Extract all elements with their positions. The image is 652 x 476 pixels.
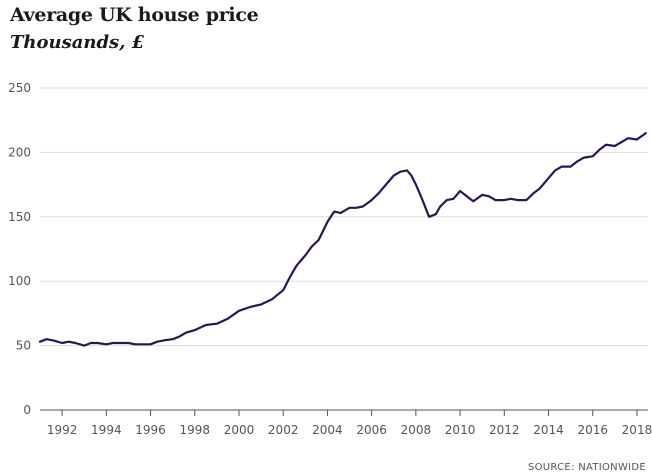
- x-tick-label: 2016: [577, 423, 608, 437]
- x-tick-label: 1992: [47, 423, 78, 437]
- x-tick-label: 1994: [91, 423, 122, 437]
- x-tick-label: 2012: [489, 423, 520, 437]
- x-tick-label: 2014: [533, 423, 564, 437]
- series-layer: [38, 132, 647, 347]
- x-axis: [40, 409, 648, 416]
- chart-title: Average UK house price: [10, 4, 259, 26]
- chart-subtitle: Thousands, £: [10, 32, 145, 53]
- y-axis-tick-labels: 0 50 100 150 200 250: [8, 81, 31, 417]
- grid-lines: [40, 87, 648, 347]
- x-tick-label: 1996: [135, 423, 166, 437]
- x-tick-label: 2006: [356, 423, 387, 437]
- x-tick-label: 2010: [445, 423, 476, 437]
- x-tick-label: 2018: [622, 423, 652, 437]
- x-tick-label: 1998: [179, 423, 210, 437]
- x-tick-label: 2004: [312, 423, 343, 437]
- y-tick-label: 250: [8, 81, 31, 95]
- y-tick-label: 50: [16, 339, 31, 353]
- series-line: [38, 132, 647, 347]
- y-tick-label: 100: [8, 274, 31, 288]
- x-tick-label: 2002: [268, 423, 299, 437]
- x-tick-label: 2000: [224, 423, 255, 437]
- y-tick-label: 0: [23, 403, 31, 417]
- y-tick-label: 150: [8, 210, 31, 224]
- y-tick-label: 200: [8, 145, 31, 159]
- source-note: SOURCE: NATIONWIDE: [527, 462, 646, 473]
- x-tick-label: 2008: [401, 423, 432, 437]
- x-axis-tick-labels: 1992 1994 1996 1998 2000 2002 2004 2006 2008 2010…: [47, 423, 652, 437]
